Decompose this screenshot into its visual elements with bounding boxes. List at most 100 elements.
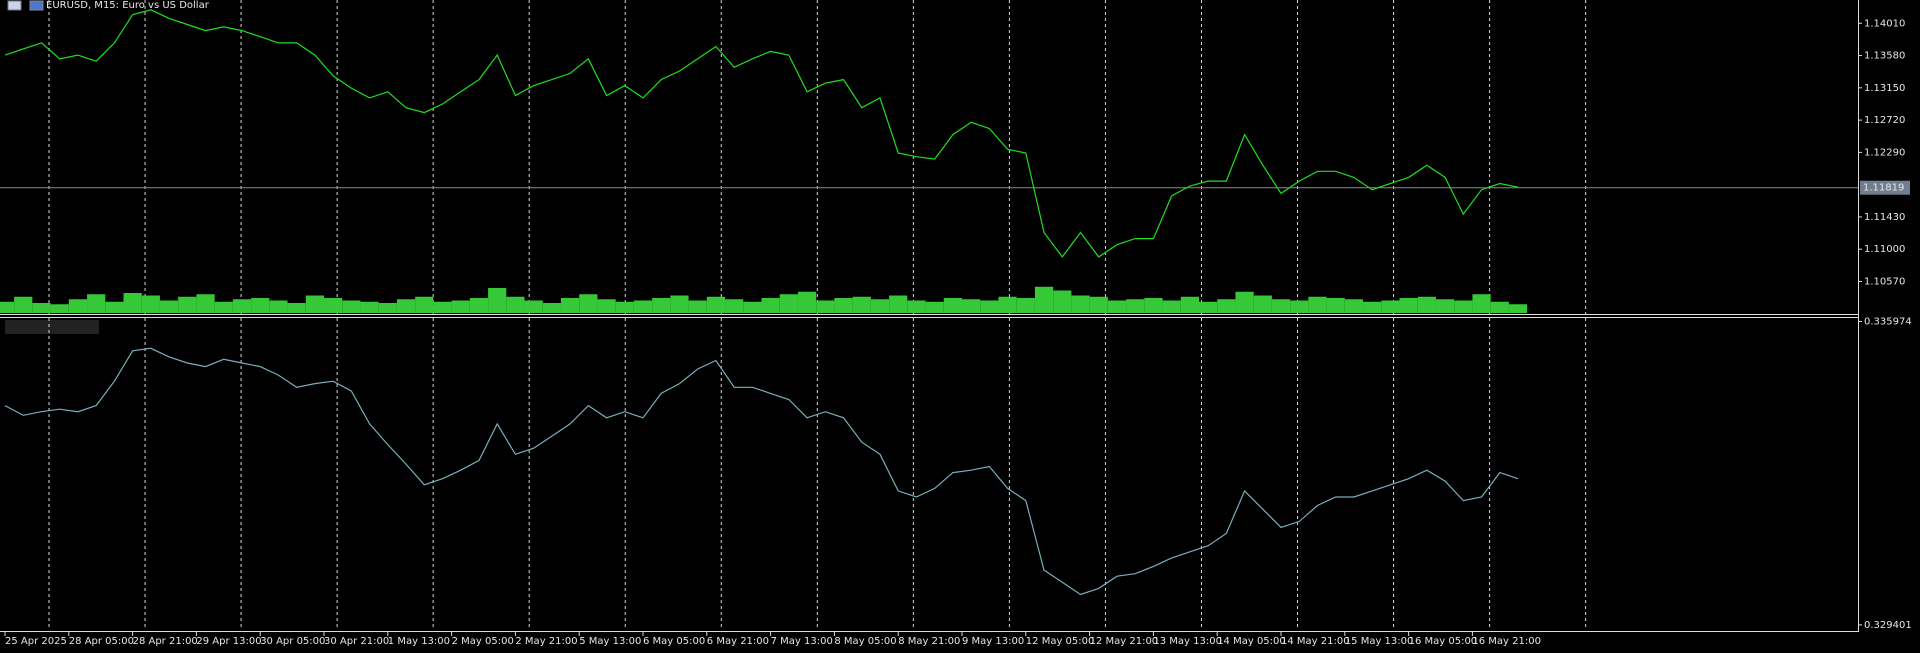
- volume-bar: [1198, 301, 1218, 313]
- volume-bar: [1308, 296, 1327, 313]
- volume-bar: [378, 303, 397, 313]
- volume-bar: [469, 298, 489, 313]
- time-label: 16 May 05:00: [1409, 636, 1478, 647]
- time-label: 8 May 05:00: [834, 636, 896, 647]
- volume-bar: [1344, 299, 1364, 313]
- volume-bar: [196, 294, 215, 313]
- time-label: 30 Apr 21:00: [324, 636, 389, 647]
- volume-bar: [1126, 299, 1145, 313]
- volume-bar: [834, 298, 853, 313]
- volume-bar: [14, 296, 33, 313]
- volume-bar: [506, 296, 525, 313]
- volume-bar: [123, 293, 142, 313]
- price-line: [4, 347, 1519, 596]
- volume-bar: [1472, 294, 1491, 313]
- y-tick-label: 0.335974: [1864, 317, 1912, 328]
- volume-bar: [1435, 299, 1455, 313]
- volume-bar: [1034, 286, 1054, 313]
- volume-bar: [980, 300, 999, 313]
- y-tick-label: 0.329401: [1864, 620, 1912, 631]
- volume-bar: [743, 301, 762, 313]
- chart-icon[interactable]: [29, 0, 44, 11]
- volume-bar: [797, 291, 817, 313]
- volume-bar: [488, 288, 507, 313]
- volume-bar: [232, 299, 252, 313]
- volume-bar: [251, 298, 270, 313]
- menu-icon[interactable]: [7, 0, 22, 11]
- time-label: 2 May 21:00: [515, 636, 577, 647]
- volume-bar: [1016, 298, 1035, 313]
- time-label: 30 Apr 05:00: [260, 636, 325, 647]
- volume-bar: [1144, 298, 1163, 313]
- y-tick-label: 1.13580: [1864, 51, 1905, 62]
- volume-bar: [159, 300, 179, 313]
- price-line: [4, 9, 1519, 258]
- volume-bar: [1107, 300, 1127, 313]
- volume-bar: [0, 301, 15, 313]
- volume-bar: [141, 295, 160, 313]
- volume-bar: [579, 294, 598, 313]
- volume-bar: [433, 301, 452, 313]
- current-price-label: 1.11819: [1863, 183, 1904, 194]
- time-label: 12 May 05:00: [1026, 636, 1095, 647]
- volume-bar: [178, 296, 197, 313]
- volume-bar: [1071, 295, 1090, 313]
- time-label: 15 May 13:00: [1345, 636, 1414, 647]
- volume-bar: [633, 300, 653, 313]
- y-tick-label: 1.10570: [1864, 276, 1905, 287]
- volume-bar: [396, 299, 416, 313]
- volume-bar: [1363, 301, 1382, 313]
- volume-bar: [214, 301, 233, 313]
- time-label: 13 May 13:00: [1153, 636, 1222, 647]
- volume-bar: [816, 300, 835, 313]
- volume-bar: [907, 300, 926, 313]
- volume-bar: [1217, 299, 1236, 313]
- volume-bar: [925, 301, 944, 313]
- current-price-box: [1860, 180, 1910, 195]
- volume-bar: [360, 301, 379, 313]
- time-label: 14 May 21:00: [1281, 636, 1350, 647]
- volume-bar: [1490, 301, 1509, 313]
- time-label: 28 Apr 21:00: [133, 636, 198, 647]
- volume-bar: [779, 294, 798, 313]
- time-label: 6 May 05:00: [643, 636, 705, 647]
- volume-bar: [524, 300, 543, 313]
- volume-bar: [962, 299, 981, 313]
- volume-bar: [1399, 298, 1418, 313]
- volume-bar: [415, 296, 434, 313]
- time-label: 1 May 13:00: [388, 636, 450, 647]
- volume-bar: [1290, 300, 1309, 313]
- volume-bar: [1508, 304, 1528, 313]
- time-label: 7 May 13:00: [771, 636, 833, 647]
- window-title: EURUSD, M15: Euro vs US Dollar: [46, 0, 210, 11]
- y-tick-label: 1.12290: [1864, 147, 1905, 158]
- volume-bar: [706, 296, 726, 313]
- time-label: 12 May 21:00: [1090, 636, 1159, 647]
- volume-bar: [542, 303, 561, 313]
- volume-bar: [324, 298, 343, 313]
- volume-bar: [852, 296, 871, 313]
- volume-bar: [287, 303, 306, 313]
- volume-bar: [50, 304, 69, 313]
- indicator-label-box: [5, 320, 99, 334]
- volume-bar: [615, 301, 634, 313]
- volume-bar: [1180, 296, 1199, 313]
- volume-bar: [305, 295, 325, 313]
- y-tick-label: 1.14010: [1864, 18, 1905, 29]
- volume-bar: [1235, 291, 1254, 313]
- volume-bar: [1271, 299, 1291, 313]
- time-label: 9 May 13:00: [962, 636, 1024, 647]
- volume-bar: [105, 301, 124, 313]
- volume-bar: [560, 298, 580, 313]
- volume-bar: [269, 300, 288, 313]
- time-label: 28 Apr 05:00: [69, 636, 134, 647]
- volume-bar: [761, 298, 780, 313]
- volume-bar: [943, 298, 963, 313]
- volume-bar: [1326, 298, 1345, 313]
- time-label: 29 Apr 13:00: [196, 636, 261, 647]
- time-label: 5 May 13:00: [579, 636, 641, 647]
- volume-bar: [32, 303, 51, 313]
- time-label: 2 May 05:00: [452, 636, 514, 647]
